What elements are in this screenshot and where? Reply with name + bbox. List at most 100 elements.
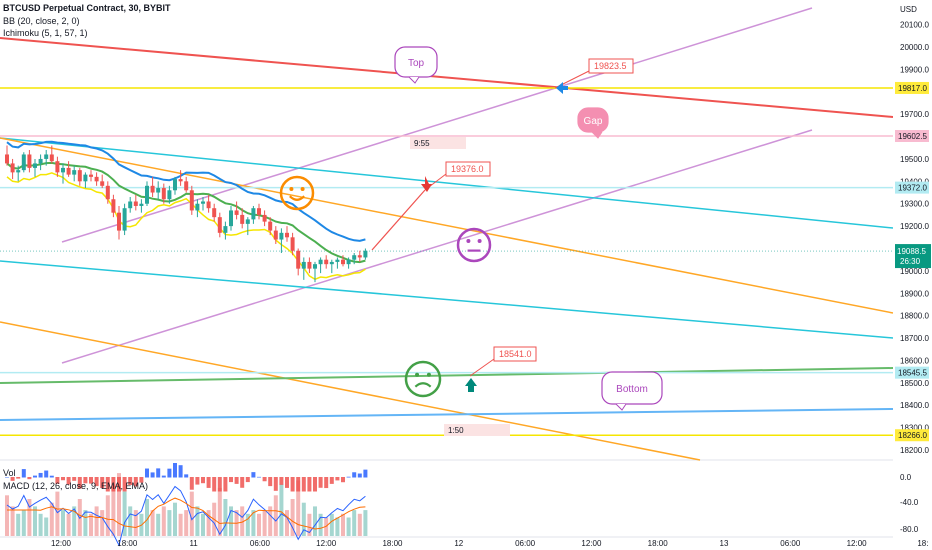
volume-bar <box>189 491 194 536</box>
macd-histogram-bar <box>279 477 284 485</box>
volume-bar <box>313 506 317 536</box>
sad-face-icon <box>404 360 442 398</box>
current-price-label: 19088.5 <box>897 247 926 256</box>
volume-bar <box>195 506 200 536</box>
candle-body <box>195 203 200 211</box>
candle-body <box>33 163 37 168</box>
volume-bar <box>318 513 323 536</box>
macd-histogram-bar <box>341 477 345 483</box>
face-eye <box>300 187 305 191</box>
trend-line <box>0 137 894 229</box>
x-tick-label: 11 <box>189 539 198 548</box>
candles <box>5 145 368 283</box>
macd-histogram-bar <box>307 477 312 492</box>
macd-histogram-bar <box>145 468 149 478</box>
face-eye <box>477 239 482 243</box>
volume-bar <box>5 495 9 536</box>
volume-bar <box>279 484 284 536</box>
macd-histogram-bar <box>77 477 82 489</box>
vol-legend[interactable]: Vol <box>3 468 16 478</box>
volume-bar <box>251 510 256 536</box>
speech-bubble-tail <box>591 131 603 139</box>
face-mouth <box>289 195 305 201</box>
price-tag <box>895 81 929 94</box>
candle-body <box>301 261 306 269</box>
volume-bar <box>262 510 267 536</box>
volume-bar <box>21 510 26 536</box>
candle-body <box>139 203 144 206</box>
ichimoku-legend[interactable]: Ichimoku (5, 1, 57, 1) <box>3 28 88 38</box>
x-tick-label: 06:00 <box>780 539 801 548</box>
y-tick-label: 18400.0 <box>900 401 929 410</box>
macd-histogram-bar <box>105 477 110 492</box>
trend-line <box>61 129 813 364</box>
bb-legend[interactable]: BB (20, close, 2, 0) <box>3 16 80 26</box>
volume-bar <box>83 510 88 536</box>
macd-histogram-bar <box>223 477 228 492</box>
price-tag-label: 18266.0 <box>898 431 927 440</box>
candle-body <box>49 154 54 162</box>
volume-bar <box>10 506 15 536</box>
macd-histogram-bar <box>133 477 138 487</box>
candle-body <box>16 170 21 173</box>
macd-histogram-bar <box>55 477 60 484</box>
candle-body <box>201 201 205 204</box>
candle-body <box>262 214 267 222</box>
candle-body <box>313 264 317 269</box>
macd-histogram-bar <box>296 477 301 492</box>
macd-histogram-bar <box>262 477 267 482</box>
price-axis[interactable]: USD20100.020000.019900.019700.019600.019… <box>893 0 932 550</box>
macd-histogram-bar <box>167 468 172 478</box>
candle-body <box>161 188 166 200</box>
macd-histogram-bar <box>212 477 217 492</box>
y-tick-label: 19300.0 <box>900 200 929 209</box>
macd-histogram-bar <box>94 477 99 487</box>
volume-bar <box>105 495 110 536</box>
volume-bar <box>301 502 306 536</box>
volume-bar <box>145 499 149 536</box>
time-axis[interactable]: 12:00 18:00 11 06:00 12:00 18:00 12 06:00 12:00 1… <box>51 539 928 548</box>
callout-label: 19376.0 <box>451 164 484 174</box>
candle-body <box>251 208 256 220</box>
macd-histogram-bar <box>83 477 88 484</box>
candle-body <box>77 170 82 182</box>
volume-bar <box>49 502 54 536</box>
signal-line <box>7 497 366 530</box>
macd-legend[interactable]: MACD (12, 26, close, 9, EMA, EMA) <box>3 481 149 491</box>
volume-bar <box>27 499 32 536</box>
bb-basis-line <box>6 161 366 264</box>
face-eye <box>426 372 431 377</box>
macd-histogram-bar <box>357 473 362 478</box>
price-tag-label: 19372.0 <box>898 184 927 193</box>
candle-body <box>55 161 60 173</box>
macd-histogram-bar <box>139 477 144 483</box>
price-tag <box>895 429 929 442</box>
macd-histogram-bar <box>268 477 273 487</box>
volume-bar <box>206 510 211 536</box>
face-eye <box>415 372 420 377</box>
volume-bar <box>329 513 334 536</box>
price-tag <box>895 129 929 142</box>
countdown-label: 26:30 <box>900 257 921 266</box>
volume-bar <box>122 491 127 536</box>
time-label: 1:50 <box>448 426 464 435</box>
volume-bar <box>240 506 245 536</box>
price-tag-label: 19602.5 <box>898 132 927 141</box>
candle-body <box>329 261 334 265</box>
y-tick-label: 20100.0 <box>900 21 929 30</box>
volume-bar <box>273 495 278 536</box>
callout-pointer <box>469 358 495 377</box>
indicator-lines <box>6 140 366 281</box>
macd-histogram-bar <box>346 476 351 478</box>
trend-line <box>0 321 701 461</box>
up-arrow-icon <box>465 378 477 392</box>
x-tick-label: 12:00 <box>316 539 337 548</box>
macd-histogram-bar <box>66 477 71 485</box>
volume-bar <box>16 513 21 536</box>
macd-histogram-bar <box>335 477 340 481</box>
volume-bar <box>357 513 362 536</box>
macd-histogram-bar <box>156 468 161 478</box>
candle-body <box>83 174 88 182</box>
macd-histogram-bar <box>128 477 133 485</box>
